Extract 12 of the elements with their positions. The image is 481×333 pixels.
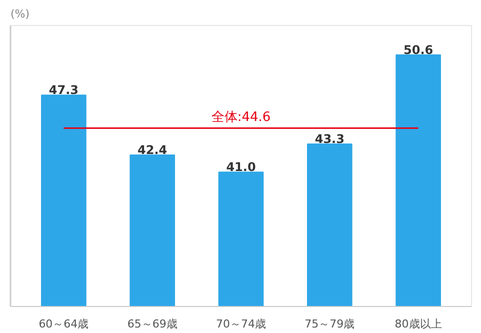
x-tick-label: 70～74歳 [216,318,266,330]
text: (%) [10,8,30,20]
data-label: 42.4 [138,143,168,158]
data-label: 47.3 [48,83,78,98]
data-label: 41.0 [226,160,256,174]
ref-line-label: 全体:44.6 [211,110,271,126]
data-label: 43.3 [314,132,344,146]
x-tick-label: 80歳以上 [394,318,442,330]
x-tick-label: 75～79歳 [304,318,355,330]
x-tick-label: 60～64歳 [38,318,89,330]
x-tick-label: 65～69歳 [127,318,178,330]
data-label: 50.6 [404,42,434,57]
